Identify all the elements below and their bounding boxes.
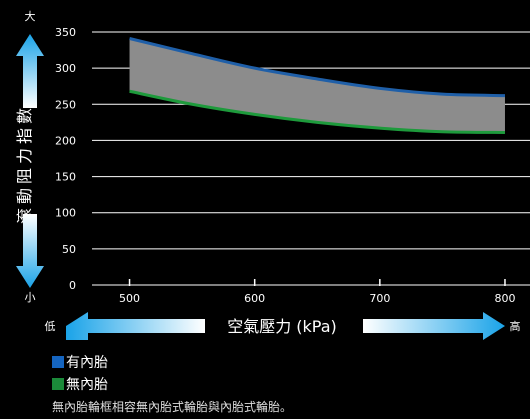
x-axis-label: 空氣壓力 (kPa)	[227, 317, 337, 336]
legend-item-tube: 有內胎	[52, 352, 108, 372]
legend-item-tubeless: 無內胎	[52, 374, 108, 394]
y-axis-title: 滾動阻力指數	[15, 104, 34, 224]
y-low-label: 小	[25, 291, 36, 304]
y-tick-label: 150	[55, 171, 76, 184]
series-line-tube	[129, 37, 506, 98]
y-up-arrow	[16, 34, 44, 108]
legend-swatch-tube	[52, 356, 64, 368]
series-line-tubeless	[129, 89, 505, 134]
series-lines	[129, 37, 506, 134]
x-right-arrow	[363, 312, 505, 340]
x-axis-ticks: 500 600 700 800	[119, 279, 515, 305]
x-high-label: 高	[510, 319, 521, 333]
y-axis-ticks: 0 50 100 150 200 250 300 350	[55, 26, 76, 292]
y-tick-label: 50	[62, 243, 76, 256]
x-low-label: 低	[45, 320, 56, 333]
x-tick-label: 500	[119, 292, 140, 305]
legend-label-tubeless: 無內胎	[66, 377, 108, 393]
y-tick-label: 100	[55, 207, 76, 220]
footnote: 無內胎輪框相容無內胎式輪胎與內胎式輪胎。	[52, 400, 293, 414]
y-tick-label: 250	[55, 98, 76, 111]
y-axis-label: 滾動阻力指數	[15, 104, 34, 224]
y-down-arrow	[16, 214, 44, 288]
y-tick-label: 0	[69, 279, 76, 292]
x-tick-label: 800	[494, 292, 515, 305]
x-tick-label: 700	[369, 292, 390, 305]
y-tick-label: 350	[55, 26, 76, 39]
chart: 0 50 100 150 200 250 300 350 500 600 700 800 大 滾動阻…	[15, 9, 530, 340]
y-high-label: 大	[25, 9, 36, 23]
legend-label-tube: 有內胎	[66, 355, 108, 371]
y-tick-label: 200	[55, 134, 76, 147]
x-left-arrow	[66, 312, 205, 340]
y-tick-label: 300	[55, 62, 76, 75]
legend-swatch-tubeless	[52, 378, 64, 390]
x-tick-label: 600	[244, 292, 265, 305]
